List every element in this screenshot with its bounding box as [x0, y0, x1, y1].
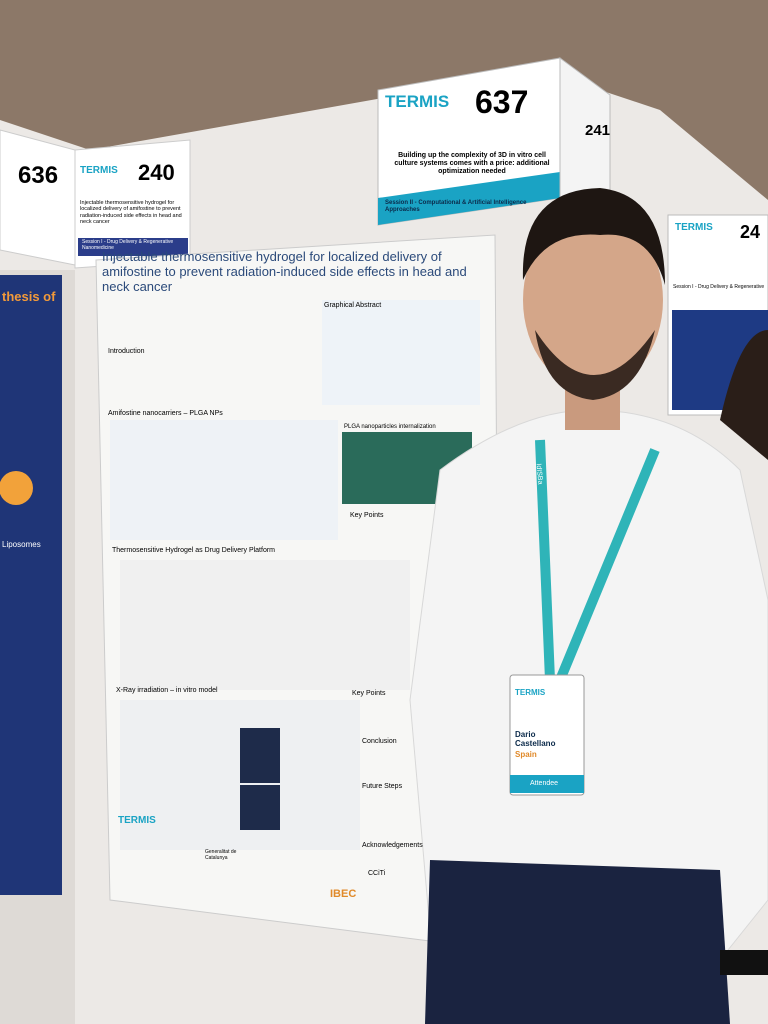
- sign-title: Building up the complexity of 3D in vitr…: [394, 152, 550, 176]
- badge: [509, 674, 585, 796]
- sign-number: 241: [585, 122, 611, 139]
- beard: [535, 330, 655, 400]
- face: [523, 210, 663, 390]
- poster-section: Graphical Abstract: [324, 302, 382, 309]
- logo: IBEC: [330, 888, 357, 900]
- poster-title: Injectable thermosensitive hydrogel for …: [102, 249, 467, 294]
- figure-hydrogel: [120, 560, 410, 690]
- graphical-abstract: [322, 300, 480, 405]
- poster-section: X-Ray irradiation – in vitro model: [116, 687, 218, 694]
- poster-section: Thermosensitive Hydrogel as Drug Deliver…: [112, 547, 275, 554]
- figure-np: [110, 420, 338, 540]
- sign-number: 240: [138, 160, 175, 185]
- left-sign-band: [78, 238, 188, 256]
- poster-icon: [0, 471, 33, 505]
- badge-brand: TERMIS: [515, 688, 546, 697]
- left-sign-a: [0, 129, 76, 266]
- background-person: [720, 330, 768, 460]
- badge-country: Spain: [515, 750, 537, 759]
- left-poster-label: Liposomes: [2, 540, 41, 549]
- logo: TERMIS: [118, 815, 156, 826]
- watch: [720, 950, 768, 975]
- badge-band: [510, 775, 584, 793]
- logo: Generalitat de Catalunya: [205, 849, 237, 861]
- poster-section: Key Points: [350, 512, 384, 519]
- sign-number: 637: [475, 84, 529, 120]
- poster-section: Key Points: [352, 690, 386, 697]
- sign-number: 636: [18, 162, 59, 189]
- sign-brand: TERMIS: [80, 165, 118, 176]
- top-sign-band: [378, 172, 560, 225]
- left-poster: [0, 275, 62, 895]
- hair: [522, 188, 665, 285]
- trousers: [425, 860, 730, 1024]
- lanyard-text: IdISBa: [534, 463, 544, 485]
- sign-session: Session I - Drug Delivery & Regenerative: [673, 284, 765, 290]
- left-poster-heading: thesis of: [2, 289, 56, 304]
- poster-section: Acknowledgements: [362, 842, 423, 849]
- poster-section: Introduction: [108, 348, 145, 355]
- sign-session: Session I - Drug Delivery & Regenerative…: [82, 239, 174, 251]
- sign-session: Session II - Computational & Artificial …: [385, 200, 527, 213]
- badge-name: Dario Castellano: [515, 730, 556, 749]
- sign-brand: TERMIS: [385, 92, 450, 111]
- sign-number: 24: [740, 222, 761, 242]
- logo: CCiTi: [368, 870, 386, 877]
- badge-role: Attendee: [530, 780, 559, 787]
- microscopy-3: [240, 785, 280, 830]
- poster-section: Future Steps: [362, 783, 403, 790]
- poster-section: Conclusion: [362, 738, 397, 745]
- sign-title: Injectable thermosensitive hydrogel for …: [80, 200, 182, 225]
- poster-section: PLGA nanoparticles internalization: [344, 424, 436, 430]
- shirt: [409, 409, 768, 961]
- sign-brand: TERMIS: [675, 222, 713, 233]
- microscopy-2: [240, 728, 280, 783]
- poster-section: Amifostine nanocarriers – PLGA NPs: [108, 410, 223, 417]
